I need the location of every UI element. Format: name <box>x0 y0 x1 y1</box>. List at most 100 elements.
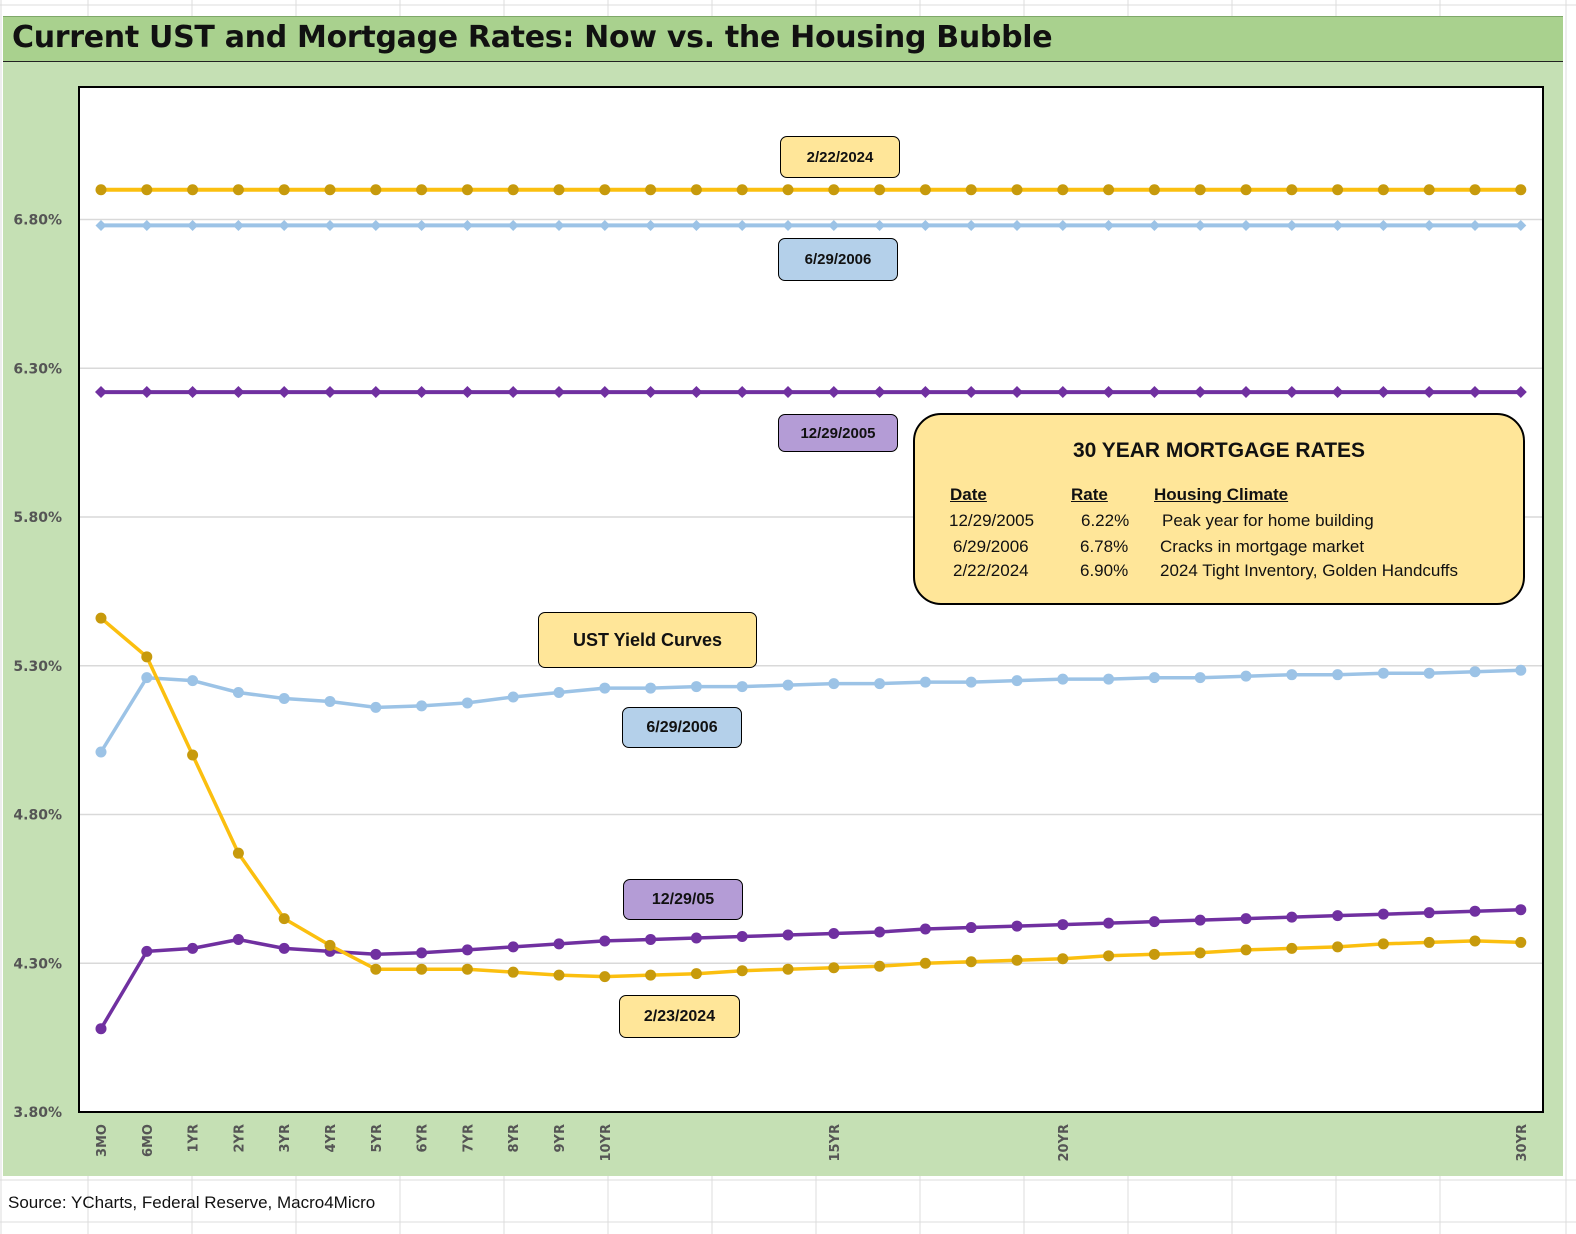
data-point <box>782 219 794 231</box>
data-point <box>1057 919 1069 931</box>
data-point <box>919 219 931 231</box>
data-point <box>553 219 565 231</box>
x-tick-label: 6YR <box>416 1124 431 1152</box>
data-point <box>965 922 977 934</box>
data-point <box>782 386 794 399</box>
data-point <box>919 957 931 969</box>
data-point <box>1057 953 1069 965</box>
data-point <box>1377 386 1390 399</box>
data-point <box>141 651 153 663</box>
data-point <box>1240 219 1252 231</box>
data-point <box>1286 942 1298 954</box>
data-point <box>599 935 611 947</box>
data-point <box>1103 673 1115 685</box>
data-point <box>1331 386 1344 399</box>
data-point <box>1286 184 1298 196</box>
data-point <box>1103 219 1115 231</box>
data-point <box>965 184 977 196</box>
data-point <box>461 963 473 975</box>
data-point <box>736 386 749 399</box>
data-point <box>416 947 428 959</box>
data-point <box>461 386 474 399</box>
data-point <box>645 682 657 694</box>
data-point <box>1423 219 1435 231</box>
data-point <box>1286 219 1298 231</box>
mortgage-rates-table: 30 YEAR MORTGAGE RATES Date Rate Housing… <box>913 413 1525 605</box>
data-point <box>415 386 428 399</box>
data-point <box>1057 219 1069 231</box>
source-note: Source: YCharts, Federal Reserve, Macro4… <box>8 1193 376 1212</box>
data-point <box>1011 954 1023 966</box>
data-point <box>232 687 244 699</box>
data-point <box>187 749 199 761</box>
data-point <box>370 219 382 231</box>
data-point <box>95 184 107 196</box>
label-text: 6/29/2006 <box>804 251 872 268</box>
y-tick-label: 6.30% <box>13 361 62 377</box>
data-point <box>1469 184 1481 196</box>
mortgage-table-title: 30 YEAR MORTGAGE RATES <box>1072 439 1366 462</box>
data-point <box>232 933 244 945</box>
data-point <box>1148 948 1160 960</box>
data-point <box>1515 219 1527 231</box>
data-point <box>598 386 611 399</box>
data-point <box>95 1023 107 1035</box>
data-point <box>645 933 657 945</box>
data-point <box>553 938 565 950</box>
mortgage-header-date: Date <box>950 485 987 504</box>
data-point <box>324 219 336 231</box>
x-tick-label: 2YR <box>232 1124 247 1152</box>
data-point <box>141 219 153 231</box>
data-point <box>324 695 336 707</box>
data-point <box>1423 386 1436 399</box>
data-point <box>645 969 657 981</box>
x-tick-label: 6MO <box>141 1124 156 1157</box>
data-point <box>736 965 748 977</box>
data-point <box>278 692 290 704</box>
x-tick-label: 7YR <box>461 1124 476 1152</box>
data-point <box>507 386 520 399</box>
data-point <box>1148 386 1161 399</box>
data-point <box>141 184 153 196</box>
data-point <box>1011 920 1023 932</box>
data-point <box>965 956 977 968</box>
mortgage-row-date: 6/29/2006 <box>953 537 1029 556</box>
data-point <box>232 386 245 399</box>
mortgage-row-rate: 6.22% <box>1081 511 1130 530</box>
data-point <box>965 219 977 231</box>
data-point <box>324 939 336 951</box>
data-point <box>416 184 428 196</box>
data-point <box>782 184 794 196</box>
data-point <box>461 184 473 196</box>
series-line <box>99 907 1521 1030</box>
data-point <box>1514 386 1527 399</box>
mortgage-row-climate: 2024 Tight Inventory, Golden Handcuffs <box>1160 561 1459 580</box>
label-text: 12/29/05 <box>651 890 715 908</box>
data-point <box>965 676 977 688</box>
data-point <box>1377 667 1389 679</box>
label-ust-2006: 6/29/2006 <box>622 707 742 748</box>
data-point <box>919 386 932 399</box>
y-tick-label: 6.80% <box>13 213 62 229</box>
data-point <box>874 926 886 938</box>
data-point <box>187 942 199 954</box>
data-point <box>140 386 153 399</box>
data-point <box>278 219 290 231</box>
label-text: UST Yield Curves <box>572 629 723 650</box>
data-point <box>1377 184 1389 196</box>
data-point <box>141 945 153 957</box>
data-point <box>828 219 840 231</box>
data-point <box>874 960 886 972</box>
label-ust-yield-curves: UST Yield Curves <box>538 612 757 668</box>
data-point <box>95 386 107 399</box>
data-point <box>965 386 978 399</box>
data-point <box>599 971 611 983</box>
data-point <box>599 184 611 196</box>
data-point <box>1103 917 1115 929</box>
series-mortgage-0 <box>95 184 1527 196</box>
data-point <box>645 184 657 196</box>
data-point <box>1469 905 1481 917</box>
data-point <box>1240 944 1252 956</box>
data-point <box>1011 219 1023 231</box>
x-tick-label: 1YR <box>187 1124 202 1152</box>
